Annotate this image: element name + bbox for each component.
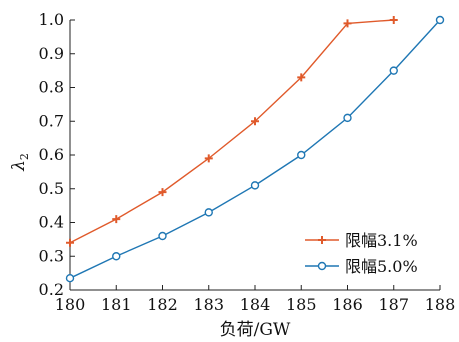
y-tick-label: 0.2 — [39, 280, 64, 299]
legend-label: 限幅3.1% — [345, 231, 418, 250]
series-1-point — [158, 188, 167, 197]
y-tick-label: 0.7 — [39, 111, 64, 130]
series-1 — [66, 16, 398, 247]
legend-item-1: 限幅3.1% — [305, 231, 418, 250]
x-tick-label: 180 — [55, 295, 86, 314]
series-1-point — [204, 154, 213, 163]
y-axis-label-subscript: 2 — [18, 153, 31, 160]
y-tick-label: 1.0 — [39, 10, 64, 29]
legend-swatch-marker — [318, 236, 326, 244]
legend-item-2: 限幅5.0% — [305, 257, 418, 276]
series-2-point — [112, 252, 121, 261]
x-tick-label: 184 — [240, 295, 271, 314]
series-2 — [65, 15, 445, 283]
series-1-point — [343, 19, 352, 28]
y-tick-label: 0.6 — [39, 145, 64, 164]
x-tick-label: 181 — [101, 295, 132, 314]
x-tick-label: 186 — [332, 295, 363, 314]
series-1-point — [251, 117, 259, 126]
series-2-point — [65, 273, 75, 283]
x-tick-label: 185 — [286, 295, 317, 314]
series-2-point — [297, 150, 306, 160]
series-1-point — [389, 16, 398, 24]
x-axis-label: 负荷/GW — [220, 320, 291, 340]
series-2-point — [435, 15, 445, 25]
series-2-point — [250, 181, 260, 190]
series-1-line — [69, 19, 394, 244]
series-1-point — [112, 215, 121, 224]
series-2-point — [158, 231, 167, 241]
y-tick-label: 0.5 — [39, 179, 64, 198]
legend: 限幅3.1% 限幅5.0% — [305, 231, 418, 276]
legend-swatch-marker — [317, 261, 327, 271]
legend-label: 限幅5.0% — [345, 257, 418, 276]
y-tick-label: 0.9 — [39, 44, 64, 63]
y-axis-label: λ2 — [9, 153, 31, 172]
x-tick-label: 188 — [425, 295, 456, 314]
series-1-point — [66, 238, 74, 247]
series-2-point — [204, 208, 213, 217]
series-1-point — [297, 73, 306, 82]
x-tick-label: 183 — [193, 295, 224, 314]
y-tick-label: 0.8 — [39, 78, 64, 97]
y-axis: 0.2 0.3 0.4 0.5 0.6 0.7 0.8 0.9 1.0 — [39, 10, 75, 299]
x-axis: 180 181 182 183 184 185 186 187 188 — [55, 285, 456, 314]
series-layer — [65, 15, 445, 283]
series-2-point — [389, 66, 398, 75]
x-tick-label: 182 — [147, 295, 178, 314]
y-tick-label: 0.4 — [39, 213, 64, 232]
series-2-point — [343, 113, 352, 123]
y-axis-label-symbol: λ — [9, 160, 29, 172]
x-tick-label: 187 — [378, 295, 409, 314]
y-tick-label: 0.3 — [39, 246, 64, 265]
